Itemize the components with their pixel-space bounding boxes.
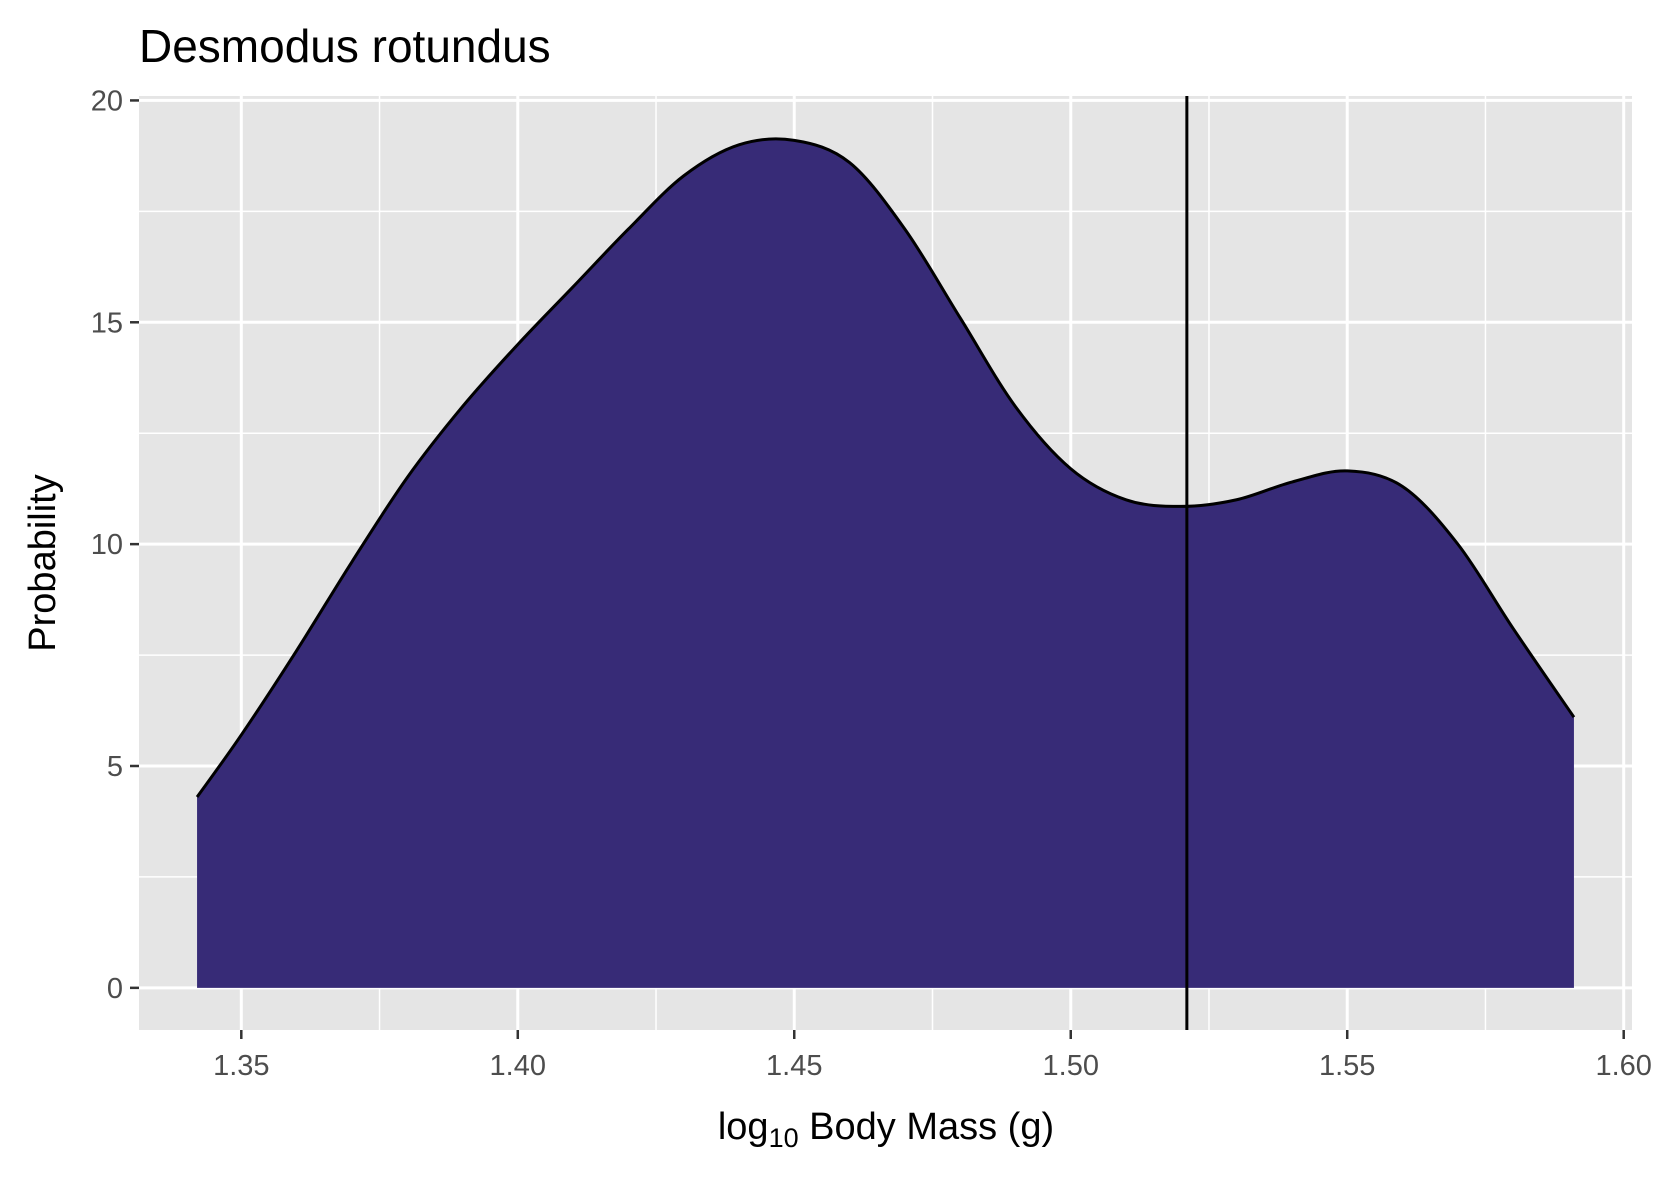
x-tick-label: 1.60	[1595, 1050, 1651, 1082]
x-tick-label: 1.50	[1043, 1050, 1099, 1082]
density-area	[197, 138, 1574, 988]
y-tick-label: 10	[91, 529, 123, 561]
x-tick-label: 1.55	[1319, 1050, 1375, 1082]
x-tick-label: 1.35	[213, 1050, 269, 1082]
x-axis-title-suffix: Body Mass (g)	[799, 1106, 1055, 1148]
y-tick-label: 0	[107, 973, 123, 1005]
y-tick-label: 15	[91, 307, 123, 339]
x-tick-label: 1.40	[490, 1050, 546, 1082]
y-tick-label: 5	[107, 751, 123, 783]
y-axis: 0 5 10 15 20	[91, 85, 139, 1005]
x-axis-title: log10 Body Mass (g)	[718, 1106, 1054, 1153]
x-axis: 1.35 1.40 1.45 1.50 1.55 1.60	[213, 1030, 1652, 1082]
x-axis-title-subscript: 10	[769, 1123, 799, 1153]
x-axis-title-prefix: log	[718, 1106, 769, 1148]
chart-title: Desmodus rotundus	[139, 20, 551, 72]
density-curve	[195, 137, 1576, 798]
y-axis-title: Probability	[22, 474, 64, 651]
x-tick-label: 1.45	[766, 1050, 822, 1082]
y-tick-label: 20	[91, 85, 123, 117]
